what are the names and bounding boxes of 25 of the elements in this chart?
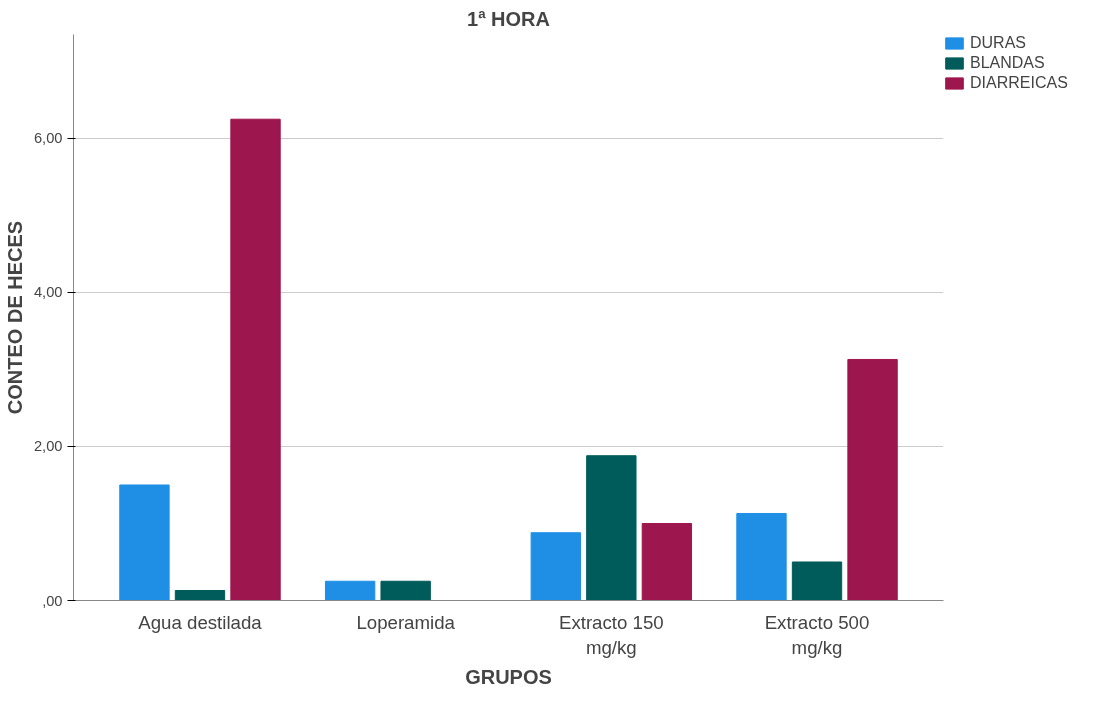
bar	[174, 589, 226, 601]
bar	[324, 580, 376, 601]
y-tick-label: ,00	[42, 592, 63, 609]
x-axis-title: GRUPOS	[465, 665, 552, 688]
x-tick-label: Extracto 500 mg/kg	[764, 611, 870, 658]
legend-label: DURAS	[970, 34, 1027, 52]
y-tick-label: 6,00	[33, 130, 63, 147]
bar	[380, 580, 431, 601]
x-tick-label: Loperamida	[356, 611, 456, 633]
bar	[791, 561, 843, 601]
bar	[641, 522, 693, 601]
x-tick-label: Extracto 150 mg/kg	[558, 611, 664, 658]
y-tick-label: 4,00	[33, 284, 63, 301]
bar	[230, 118, 281, 601]
bar	[586, 455, 637, 601]
bar	[847, 358, 898, 601]
bar	[736, 512, 787, 601]
chart-title: 1ª HORA	[467, 7, 550, 30]
x-tick-label: Agua destilada	[138, 611, 263, 633]
bar	[119, 484, 170, 601]
legend-label: DIARREICAS	[970, 74, 1068, 92]
legend-label: BLANDAS	[970, 54, 1045, 72]
y-axis-title: CONTEO DE HECES	[3, 220, 26, 415]
bar	[530, 532, 581, 601]
y-tick-label: 2,00	[33, 438, 63, 455]
